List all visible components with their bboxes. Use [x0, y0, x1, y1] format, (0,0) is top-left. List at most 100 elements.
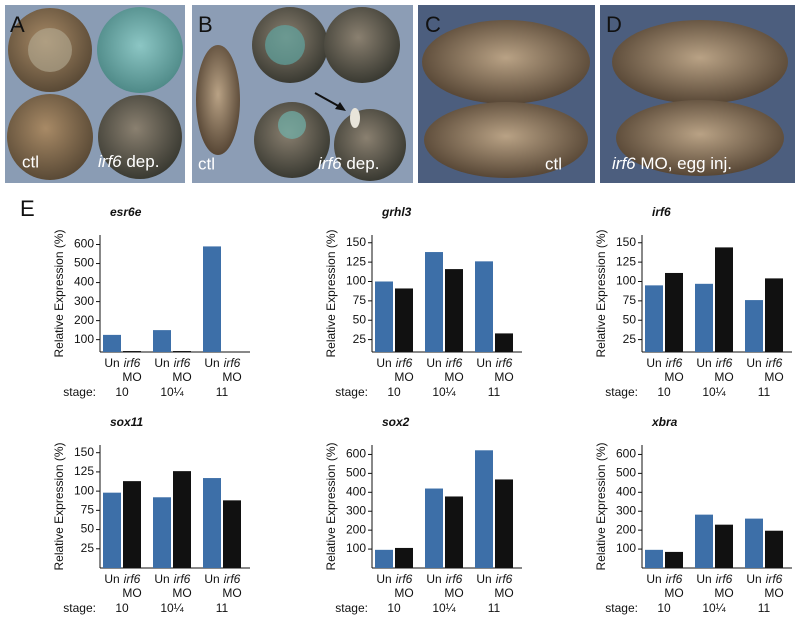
stage-label: 10¼ — [432, 601, 456, 615]
y-tick-label: 100 — [346, 274, 366, 288]
stage-label: 10¼ — [160, 385, 184, 399]
stage-label: 10 — [657, 601, 671, 615]
x-label: Un — [476, 572, 491, 586]
caption: irf6 dep. — [318, 154, 379, 173]
x-label: Un — [696, 356, 711, 370]
bar — [153, 330, 171, 352]
y-tick-label: 75 — [81, 503, 95, 517]
x-label: irf6 — [716, 356, 733, 370]
y-tick-label: 150 — [346, 235, 366, 249]
stage-label: 10¼ — [160, 601, 184, 615]
stage-title: stage: — [335, 385, 368, 399]
chart-title: xbra — [651, 415, 678, 429]
y-tick-label: 600 — [74, 237, 94, 251]
bar — [475, 450, 493, 568]
bar — [715, 524, 733, 568]
x-label: irf6 — [766, 356, 783, 370]
x-label: MO — [172, 586, 191, 600]
y-tick-label: 50 — [353, 312, 367, 326]
x-label: MO — [714, 370, 733, 384]
bar — [375, 549, 393, 568]
bar — [395, 547, 413, 568]
y-tick-label: 150 — [616, 235, 636, 249]
chart-title: sox2 — [382, 415, 410, 429]
stage-label: 11 — [216, 601, 229, 615]
bar — [645, 549, 663, 568]
y-tick-label: 25 — [81, 541, 95, 555]
y-tick-label: 200 — [346, 522, 366, 536]
gene: irf6 — [318, 154, 342, 173]
x-label: MO — [394, 370, 413, 384]
y-tick-label: 200 — [616, 522, 636, 536]
x-label: irf6 — [224, 572, 241, 586]
y-tick-label: 300 — [346, 503, 366, 517]
x-label: Un — [376, 572, 391, 586]
bar — [173, 471, 191, 568]
stage-label: 11 — [758, 601, 771, 615]
x-label: Un — [696, 572, 711, 586]
chart-title: irf6 — [652, 205, 671, 219]
y-tick-label: 25 — [353, 332, 367, 346]
y-tick-label: 300 — [616, 503, 636, 517]
x-label: Un — [204, 572, 219, 586]
y-tick-label: 500 — [74, 256, 94, 270]
x-label: MO — [222, 586, 241, 600]
photo-d — [600, 5, 795, 183]
x-label: irf6 — [124, 572, 141, 586]
y-tick-label: 400 — [346, 484, 366, 498]
caption: irf6 MO, egg inj. — [612, 154, 732, 173]
y-tick-label: 25 — [623, 332, 637, 346]
x-label: irf6 — [174, 356, 191, 370]
bar — [765, 278, 783, 352]
panel-label: C — [425, 12, 441, 37]
y-tick-label: 75 — [623, 293, 637, 307]
x-label: Un — [646, 572, 661, 586]
bar — [765, 530, 783, 568]
bar — [173, 351, 191, 352]
bar — [745, 300, 763, 352]
x-label: MO — [444, 370, 463, 384]
y-tick-label: 150 — [74, 445, 94, 459]
x-label: Un — [646, 356, 661, 370]
x-label: MO — [664, 370, 683, 384]
bar — [223, 500, 241, 568]
x-label: irf6 — [496, 572, 513, 586]
y-tick-label: 100 — [616, 541, 636, 555]
x-label: irf6 — [446, 356, 463, 370]
chart-title: esr6e — [110, 205, 142, 219]
bar — [123, 351, 141, 352]
x-label: Un — [204, 356, 219, 370]
y-tick-label: 75 — [353, 293, 367, 307]
y-tick-label: 50 — [623, 312, 637, 326]
caption: ctl — [545, 154, 562, 173]
x-label: irf6 — [666, 356, 683, 370]
caption-text: dep. — [122, 152, 160, 171]
caption: ctl — [198, 154, 215, 173]
stage-title: stage: — [335, 601, 368, 615]
bar — [203, 246, 221, 352]
bar — [153, 497, 171, 568]
y-tick-label: 100 — [74, 332, 94, 346]
stage-title: stage: — [63, 385, 96, 399]
bar — [495, 479, 513, 568]
x-label: MO — [714, 586, 733, 600]
panel-label: E — [20, 196, 35, 221]
caption: irf6 dep. — [98, 152, 159, 171]
bar — [395, 288, 413, 352]
x-label: Un — [476, 356, 491, 370]
y-tick-label: 100 — [616, 274, 636, 288]
bar — [425, 252, 443, 352]
y-axis-label: Relative Expression (%) — [324, 229, 338, 357]
x-label: irf6 — [396, 572, 413, 586]
y-tick-label: 100 — [346, 541, 366, 555]
x-label: MO — [444, 586, 463, 600]
panel-label: B — [198, 12, 213, 37]
y-tick-label: 400 — [74, 275, 94, 289]
x-label: Un — [746, 356, 761, 370]
x-label: irf6 — [446, 572, 463, 586]
panel-label: A — [10, 12, 25, 37]
photo-a — [5, 5, 185, 183]
x-label: Un — [104, 356, 119, 370]
bar — [103, 334, 121, 352]
stage-label: 10¼ — [432, 385, 456, 399]
